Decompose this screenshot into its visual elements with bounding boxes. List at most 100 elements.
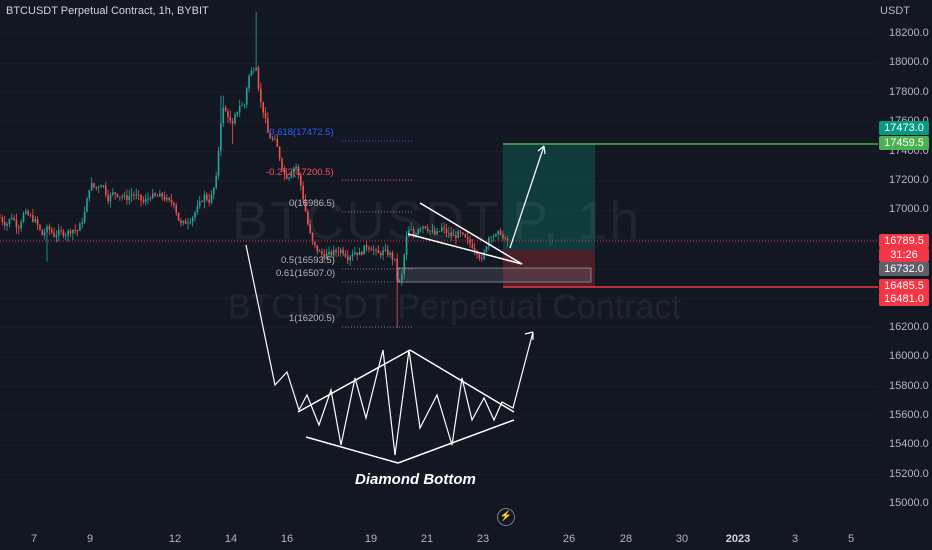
candle-body <box>325 253 328 259</box>
candle-body <box>480 258 483 259</box>
candle-body <box>506 238 509 242</box>
price-tick-label: 15000.0 <box>889 497 929 509</box>
candle-body <box>394 258 396 260</box>
candle-body <box>361 251 363 255</box>
candle-body <box>191 217 194 222</box>
candle-body <box>417 229 420 235</box>
price-tag: 31:26 <box>879 248 929 262</box>
candle-body <box>93 183 95 187</box>
time-tick-label: 5 <box>847 533 855 545</box>
candle-body <box>163 196 166 200</box>
candle-body <box>408 230 410 237</box>
candle-body <box>0 217 1 219</box>
candle-body <box>22 213 25 222</box>
lightning-icon[interactable]: ⚡ <box>497 508 515 526</box>
diamond-bottom-pattern <box>245 244 534 464</box>
candle-body <box>363 245 366 255</box>
price-tick-label: 15200.0 <box>889 467 929 480</box>
candle-body <box>349 256 351 260</box>
candle-body <box>65 235 67 237</box>
time-tick-label: 2023 <box>725 533 751 545</box>
candle-body <box>274 139 276 141</box>
candle-body <box>161 193 163 197</box>
candle-body <box>457 231 460 239</box>
candle-body <box>116 194 119 197</box>
price-tag: 17459.5 <box>879 136 929 150</box>
position-stop-zone <box>503 250 595 287</box>
price-tick-label: 16200.0 <box>889 320 929 333</box>
candle-body <box>356 252 358 256</box>
candle-body <box>410 228 413 231</box>
candle-body <box>384 249 387 251</box>
candle-body <box>201 201 203 203</box>
candle-body <box>53 232 55 237</box>
candle-body <box>189 221 192 223</box>
fib-level-label: -0.272(17200.5) <box>266 167 334 178</box>
candle-body <box>321 251 323 255</box>
candle-body <box>175 205 178 213</box>
candle-body <box>90 183 93 191</box>
candle-body <box>236 111 239 115</box>
candle-body <box>140 194 142 201</box>
chart-title[interactable]: BTCUSDT Perpetual Contract, 1h, BYBIT <box>6 5 209 17</box>
price-tick-label: 18000.0 <box>889 56 929 69</box>
fib-level-label: 0.61(16507.0) <box>276 268 336 279</box>
candle-body <box>6 223 8 226</box>
candle-body <box>264 112 267 119</box>
candle-body <box>79 223 81 231</box>
candle-body <box>462 232 464 235</box>
currency-label: USDT <box>880 5 910 17</box>
candle-body <box>433 230 436 235</box>
candle-body <box>450 232 452 236</box>
candle-body <box>3 221 6 226</box>
price-tick-label: 18200.0 <box>889 27 929 39</box>
candle-body <box>295 166 297 169</box>
candle-body <box>69 230 72 234</box>
candles <box>0 11 509 328</box>
watermark-description: BTCUSDT Perpetual Contract <box>228 288 681 326</box>
candle-body <box>497 230 499 235</box>
candle-body <box>67 230 69 236</box>
candle-body <box>304 199 307 212</box>
candle-body <box>215 175 217 188</box>
candle-body <box>441 227 443 232</box>
candle-body <box>10 218 13 220</box>
price-tag: 17473.0 <box>879 121 929 135</box>
candle-body <box>170 199 173 203</box>
candle-body <box>455 235 457 239</box>
candle-body <box>504 237 507 239</box>
candle-body <box>177 212 180 221</box>
price-tick-label: 15800.0 <box>889 379 929 392</box>
candle-body <box>180 220 182 224</box>
candle-body <box>220 123 222 151</box>
price-tag: 16789.5 <box>879 234 929 248</box>
candle-body <box>29 214 32 216</box>
candle-body <box>419 228 422 230</box>
fib-zone <box>397 267 592 283</box>
candle-body <box>483 251 485 259</box>
time-tick-label: 21 <box>420 533 434 545</box>
candle-body <box>95 186 98 188</box>
candle-body <box>234 114 236 124</box>
candle-body <box>370 249 373 251</box>
candle-body <box>112 192 114 195</box>
candle-body <box>173 202 175 206</box>
candle-body <box>300 174 302 186</box>
candle-body <box>196 206 199 213</box>
candle-body <box>107 194 109 202</box>
candle-body <box>88 190 91 199</box>
candle-body <box>182 220 185 224</box>
candle-body <box>488 237 490 247</box>
candle-body <box>97 187 100 188</box>
candle-body <box>269 132 272 139</box>
candle-body <box>379 253 382 256</box>
candle-body <box>405 236 408 256</box>
time-tick-label: 23 <box>476 533 490 545</box>
position-target-zone <box>503 144 595 250</box>
candle-body <box>424 226 427 229</box>
candle-body <box>27 211 29 215</box>
candle-body <box>149 198 152 200</box>
candle-body <box>429 230 431 232</box>
candle-body <box>243 104 246 106</box>
